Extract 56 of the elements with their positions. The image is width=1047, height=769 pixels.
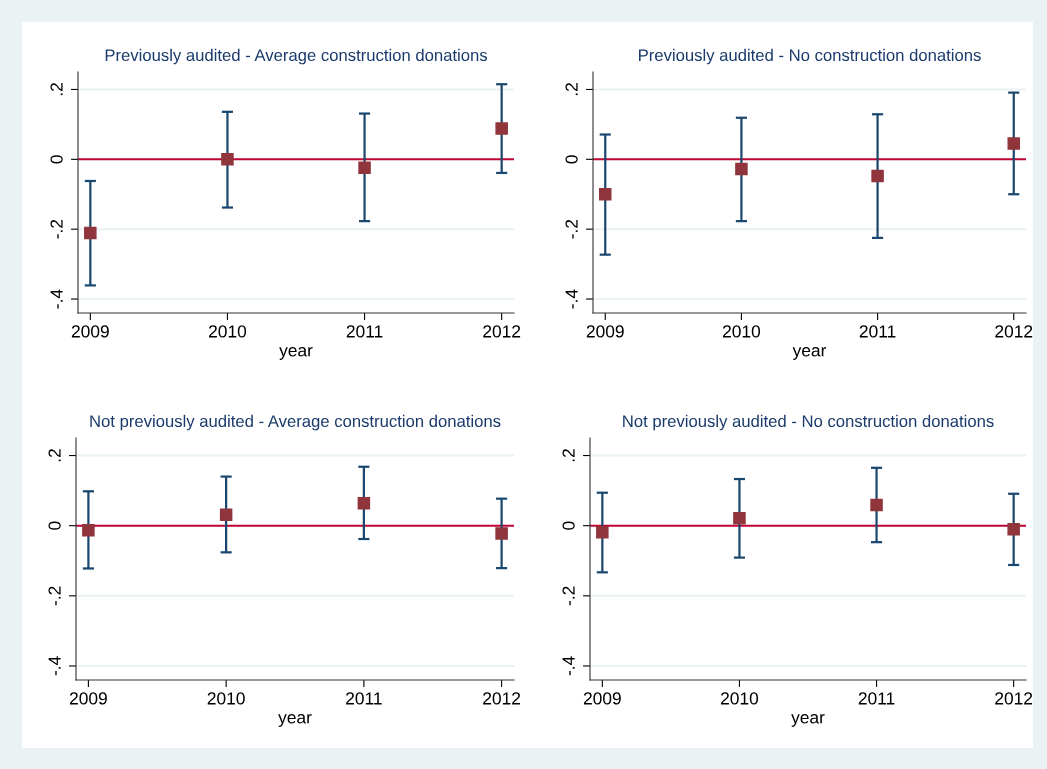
x-tick-label: 2010: [209, 325, 247, 338]
point: [495, 527, 508, 540]
y-tick-label: -.4: [565, 289, 578, 309]
x-tick-label: 2010: [721, 692, 759, 705]
point: [870, 498, 883, 512]
x-tick-label: 2012: [995, 325, 1033, 338]
y-tick-label: 0: [562, 521, 575, 530]
x-tick-label: 2012: [483, 325, 521, 338]
y-tick-label: -.2: [50, 219, 63, 239]
x-tick-label: 2009: [583, 692, 621, 705]
y-tick-label: 0: [50, 155, 63, 164]
x-tick-label: 2011: [858, 692, 895, 705]
y-tick-label: -.2: [48, 586, 61, 606]
y-tick-label: -.4: [48, 656, 61, 676]
x-tick-label: 2012: [483, 692, 521, 705]
chart-title: Not previously audited - No construction donations: [623, 414, 994, 431]
point: [733, 512, 746, 525]
point: [596, 526, 609, 539]
y-tick-label: .2: [565, 83, 578, 96]
x-axis-title: year: [279, 347, 313, 360]
x-axis-title: year: [791, 714, 825, 727]
x-tick-label: 2009: [71, 325, 109, 338]
y-tick-label: .2: [562, 449, 575, 462]
chart-title: Not previously audited - Average construction donations: [90, 414, 501, 431]
point: [1007, 137, 1020, 150]
point: [221, 153, 234, 166]
x-tick-label: 2010: [207, 692, 245, 705]
chart-title: Previously audited - Average construction donations: [105, 48, 488, 65]
point: [599, 187, 612, 201]
point: [735, 162, 748, 176]
point: [84, 226, 97, 240]
y-tick-label: -.4: [562, 656, 575, 676]
y-tick-label: 0: [48, 521, 61, 530]
x-axis-title: year: [792, 347, 827, 360]
point: [871, 169, 884, 183]
x-tick-label: 2011: [346, 692, 382, 705]
x-axis-title: year: [278, 714, 312, 727]
y-tick-label: .2: [48, 449, 61, 462]
y-tick-label: -.2: [565, 219, 578, 239]
x-tick-label: 2012: [995, 692, 1033, 705]
x-tick-label: 2009: [69, 692, 107, 705]
point: [357, 496, 371, 510]
y-tick-label: -.4: [50, 289, 63, 309]
chart-title: Previously audited - No construction donations: [639, 48, 981, 65]
y-tick-label: -.2: [562, 586, 575, 606]
y-tick-label: 0: [565, 155, 578, 164]
point: [495, 122, 508, 135]
y-tick-label: .2: [50, 83, 63, 96]
point: [1007, 522, 1020, 536]
point: [82, 523, 95, 537]
point: [219, 508, 233, 522]
x-tick-label: 2011: [859, 325, 896, 338]
point: [358, 161, 371, 174]
x-tick-label: 2011: [346, 325, 383, 338]
x-tick-label: 2009: [586, 325, 624, 338]
x-tick-label: 2010: [722, 325, 761, 338]
